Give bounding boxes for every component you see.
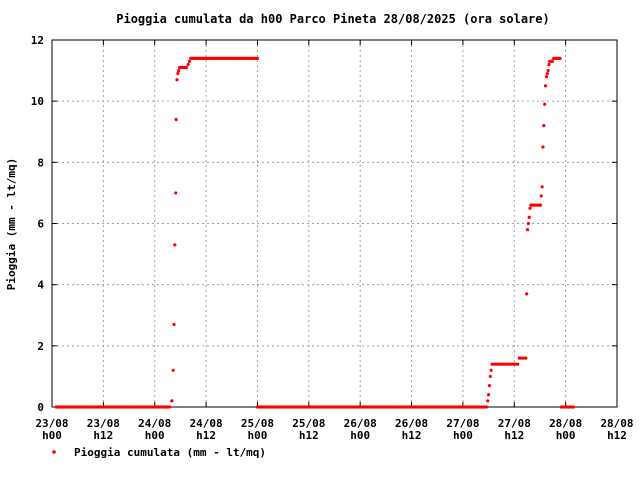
x-tick-label-date: 26/08 [395,417,428,430]
data-point [542,124,546,128]
data-point [175,78,179,82]
data-point [525,228,530,232]
data-point [547,62,551,67]
x-tick-label-date: 24/08 [138,417,171,430]
data-point [172,322,176,327]
x-tick-label-hour: h00 [556,429,576,442]
data-point [543,84,548,88]
data-point [168,405,172,409]
y-tick-label: 4 [37,279,44,292]
data-point [170,399,174,403]
data-point [538,203,542,207]
x-tick-label-date: 24/08 [190,417,223,430]
data-point [488,374,492,379]
x-tick-label-date: 25/08 [292,417,325,430]
y-tick-label: 2 [37,340,44,353]
grid [52,40,617,407]
y-tick-label: 6 [37,218,44,231]
data-point [177,68,181,73]
x-tick-label-date: 23/08 [87,417,120,430]
x-axis: 23/08h0023/08h1224/08h0024/08h1225/08h00… [35,40,634,442]
x-tick-label-date: 27/08 [498,417,531,430]
data-points [54,56,575,409]
x-tick-label-hour: h00 [248,429,268,442]
data-point [526,221,530,226]
data-point [546,68,550,73]
data-point [539,194,543,198]
x-tick-label-hour: h12 [196,429,216,442]
data-point [524,356,528,360]
data-point [186,62,190,67]
y-tick-label: 0 [37,401,44,414]
data-point [550,59,554,64]
x-tick-label-hour: h12 [402,429,422,442]
x-tick-label-date: 28/08 [600,417,633,430]
data-point [187,59,191,64]
y-tick-label: 8 [37,156,44,169]
data-point [486,399,490,403]
legend-marker [52,450,56,454]
x-tick-label-hour: h12 [299,429,319,442]
data-point [545,72,549,76]
data-point [176,72,180,76]
data-point [540,185,544,189]
legend: Pioggia cumulata (mm - lt/mq) [52,446,266,459]
x-tick-label-hour: h00 [453,429,473,442]
x-tick-label-hour: h00 [145,429,165,442]
data-point [541,145,545,149]
x-tick-label-hour: h12 [607,429,627,442]
data-point [543,102,547,106]
data-point [173,243,177,247]
data-point [571,405,575,409]
x-tick-label-date: 26/08 [344,417,377,430]
data-point [558,56,562,60]
data-point [527,215,531,219]
y-tick-label: 12 [31,34,44,47]
data-point [174,191,178,195]
x-tick-label-date: 25/08 [241,417,274,430]
data-point [528,206,532,210]
data-point [489,368,493,372]
chart-title: Pioggia cumulata da h00 Parco Pineta 28/… [116,12,549,26]
data-point [544,75,548,79]
data-point [484,405,489,409]
legend-label: Pioggia cumulata (mm - lt/mq) [74,446,266,459]
data-point [174,117,178,122]
y-axis-label: Pioggia (mm - lt/mq) [5,158,18,290]
data-point [487,383,492,388]
y-tick-label: 10 [31,95,44,108]
x-tick-label-hour: h12 [504,429,524,442]
data-point [184,65,189,70]
data-point [255,56,260,60]
x-tick-label-hour: h00 [350,429,370,442]
data-point [486,393,491,397]
x-tick-label-date: 27/08 [446,417,479,430]
x-tick-label-hour: h00 [42,429,62,442]
y-axis: 0 2 4 6 8 10 12 [31,34,617,414]
x-tick-label-hour: h12 [93,429,113,442]
data-point [171,368,175,372]
x-tick-label-date: 28/08 [549,417,582,430]
x-tick-label-date: 23/08 [35,417,68,430]
data-point [516,362,520,366]
data-point [525,292,529,296]
